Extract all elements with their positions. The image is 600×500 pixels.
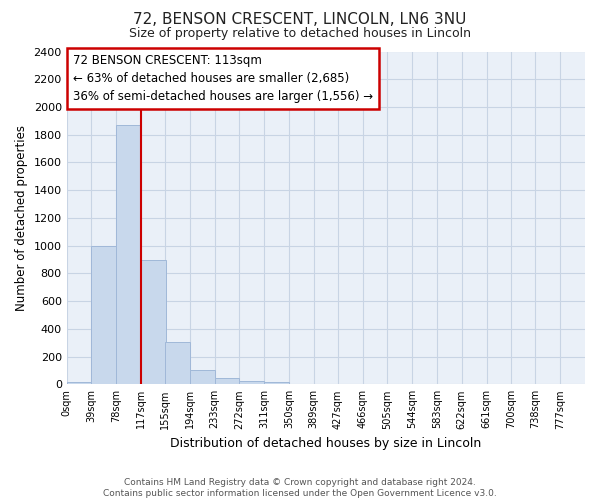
Bar — [190, 370, 215, 384]
Bar — [67, 382, 91, 384]
Bar — [141, 260, 166, 384]
Text: 72 BENSON CRESCENT: 113sqm
← 63% of detached houses are smaller (2,685)
36% of s: 72 BENSON CRESCENT: 113sqm ← 63% of deta… — [73, 54, 373, 104]
Bar — [239, 381, 264, 384]
Bar — [116, 125, 141, 384]
Bar — [91, 246, 116, 384]
Bar — [264, 382, 289, 384]
Text: Size of property relative to detached houses in Lincoln: Size of property relative to detached ho… — [129, 28, 471, 40]
Text: Contains HM Land Registry data © Crown copyright and database right 2024.
Contai: Contains HM Land Registry data © Crown c… — [103, 478, 497, 498]
Text: 72, BENSON CRESCENT, LINCOLN, LN6 3NU: 72, BENSON CRESCENT, LINCOLN, LN6 3NU — [133, 12, 467, 28]
X-axis label: Distribution of detached houses by size in Lincoln: Distribution of detached houses by size … — [170, 437, 481, 450]
Y-axis label: Number of detached properties: Number of detached properties — [15, 125, 28, 311]
Bar — [165, 342, 190, 384]
Bar — [215, 378, 239, 384]
